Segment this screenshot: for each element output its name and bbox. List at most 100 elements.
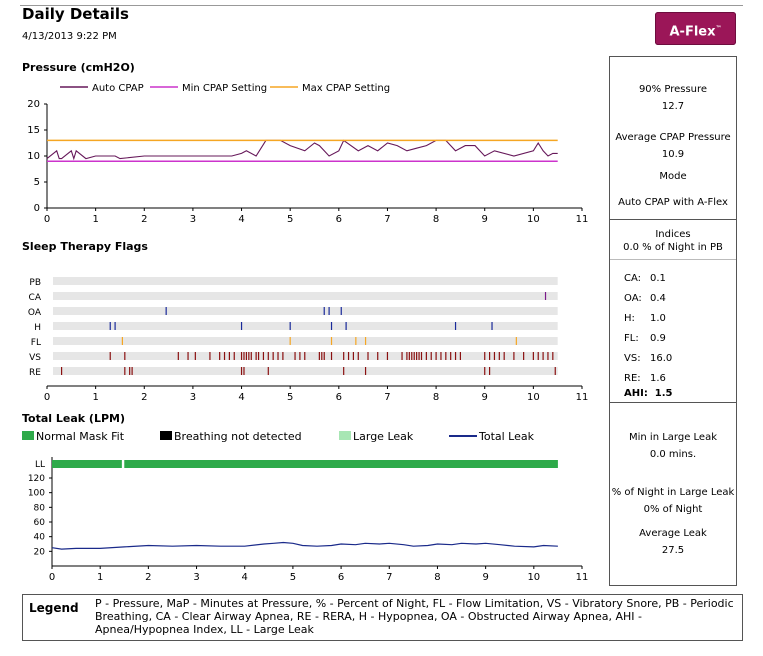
flag-row-label: CA (29, 293, 42, 303)
pressure-x-tick-label: 10 (527, 214, 540, 225)
mode-value: Auto CPAP with A-Flex (618, 197, 728, 208)
p90-label: 90% Pressure (638, 84, 708, 95)
pressure-x-tick-label: 11 (576, 214, 589, 225)
flags-x-tick-label: 1 (92, 392, 98, 403)
leak-x-tick-label: 11 (576, 572, 589, 583)
leak-y-tick-label: 60 (34, 518, 46, 528)
leak-legend-swatch (160, 431, 172, 440)
summary-panel: 90% Pressure 12.7 Average CPAP Pressure … (609, 56, 737, 586)
leak-ll-bar (124, 460, 558, 468)
index-row-fl: FL: 0.9 (624, 333, 666, 344)
index-row-h: H: 1.0 (624, 313, 666, 324)
flags-x-tick-label: 7 (384, 392, 390, 403)
index-label: H: (624, 313, 635, 324)
leak-x-tick-label: 4 (242, 572, 248, 583)
report-date: 4/13/2013 9:22 PM (22, 31, 117, 42)
mode-label: Mode (659, 171, 687, 182)
ahi-row: AHI: 1.5 (624, 388, 673, 399)
flags-x-tick-label: 6 (336, 392, 342, 403)
pressure-x-tick-label: 3 (190, 214, 196, 225)
flags-x-tick-label: 10 (527, 392, 540, 403)
aflex-badge: A-Flex™ (655, 12, 736, 45)
index-row-ca: CA: 0.1 (624, 273, 666, 284)
pb-text: 0.0 % of Night in PB (623, 242, 723, 253)
index-row-re: RE: 1.6 (624, 373, 666, 384)
leak-x-tick-label: 3 (193, 572, 199, 583)
index-row-vs: VS: 16.0 (624, 353, 672, 364)
flags-section-title: Sleep Therapy Flags (22, 240, 148, 253)
flag-row-label: VS (29, 353, 41, 363)
flag-row-band (53, 292, 558, 300)
leak-y-tick-label: 40 (34, 533, 46, 543)
flag-row-band (53, 322, 558, 330)
flag-row-label: OA (28, 308, 42, 318)
index-value: 0.1 (650, 273, 666, 284)
leak-x-tick-label: 1 (97, 572, 103, 583)
pressure-x-tick-label: 5 (287, 214, 293, 225)
index-value: 0.9 (650, 333, 666, 344)
panel-divider (610, 219, 736, 220)
leak-ll-bar (52, 460, 122, 468)
flags-x-tick-label: 3 (190, 392, 196, 403)
leak-x-tick-label: 0 (49, 572, 55, 583)
indices-label: Indices (655, 229, 691, 240)
pressure-x-tick-label: 9 (482, 214, 488, 225)
p90-value: 12.7 (661, 101, 685, 112)
aflex-badge-tm: ™ (715, 25, 722, 32)
ahi-value: 1.5 (654, 388, 673, 399)
panel-divider (610, 402, 736, 403)
pressure-legend-label: Min CPAP Setting (182, 83, 267, 94)
leak-section-title: Total Leak (LPM) (22, 412, 125, 425)
leak-legend-label: Breathing not detected (174, 430, 302, 443)
pressure-y-tick-label: 5 (34, 177, 40, 188)
pressure-y-tick-label: 15 (27, 125, 40, 136)
index-value: 0.4 (650, 293, 666, 304)
large-leak-value: 0.0 mins. (649, 449, 697, 460)
ahi-label: AHI: (624, 388, 648, 399)
flag-row-label: RE (29, 368, 41, 378)
flags-x-tick-label: 0 (44, 392, 50, 403)
avg-pressure-label: Average CPAP Pressure (615, 132, 731, 143)
leak-legend-label: Large Leak (353, 430, 414, 443)
leak-ll-row-label: LL (35, 460, 45, 470)
index-label: VS: (624, 353, 641, 364)
leak-x-tick-label: 5 (290, 572, 296, 583)
legend-box: Legend P - Pressure, MaP - Minutes at Pr… (22, 594, 743, 641)
pressure-legend-label: Auto CPAP (92, 83, 144, 94)
page-title: Daily Details (22, 5, 129, 23)
index-value: 1.6 (650, 373, 666, 384)
leak-y-tick-label: 100 (28, 489, 45, 499)
leak-legend-swatch (22, 431, 34, 440)
leak-legend-label: Normal Mask Fit (36, 430, 125, 443)
flag-row-band (53, 307, 558, 315)
flags-x-tick-label: 2 (141, 392, 147, 403)
flags-x-tick-label: 9 (482, 392, 488, 403)
legend-title: Legend (29, 601, 79, 615)
pct-large-leak-label: % of Night in Large Leak (611, 487, 735, 498)
index-label: FL: (624, 333, 639, 344)
flag-row-band (53, 367, 558, 375)
pressure-series-line (46, 139, 558, 161)
pressure-legend-label: Max CPAP Setting (302, 83, 390, 94)
aflex-badge-label: A-Flex (669, 24, 716, 40)
avg-pressure-value: 10.9 (661, 149, 685, 160)
index-label: RE: (624, 373, 641, 384)
leak-x-tick-label: 8 (434, 572, 440, 583)
legend-text: P - Pressure, MaP - Minutes at Pressure,… (95, 597, 734, 636)
leak-x-tick-label: 6 (338, 572, 344, 583)
leak-series-line (51, 541, 558, 550)
pressure-x-tick-label: 4 (238, 214, 244, 225)
flag-row-band (53, 337, 558, 345)
leak-x-tick-label: 10 (527, 572, 540, 583)
pressure-y-tick-label: 10 (27, 151, 40, 162)
flag-row-band (53, 277, 558, 285)
leak-x-tick-label: 9 (482, 572, 488, 583)
pressure-x-tick-label: 8 (433, 214, 439, 225)
index-label: CA: (624, 273, 642, 284)
pressure-x-tick-label: 2 (141, 214, 147, 225)
pressure-x-tick-label: 6 (336, 214, 342, 225)
flags-x-tick-label: 5 (287, 392, 293, 403)
leak-y-tick-label: 120 (28, 474, 45, 484)
flags-x-tick-label: 4 (238, 392, 244, 403)
leak-x-tick-label: 2 (145, 572, 151, 583)
